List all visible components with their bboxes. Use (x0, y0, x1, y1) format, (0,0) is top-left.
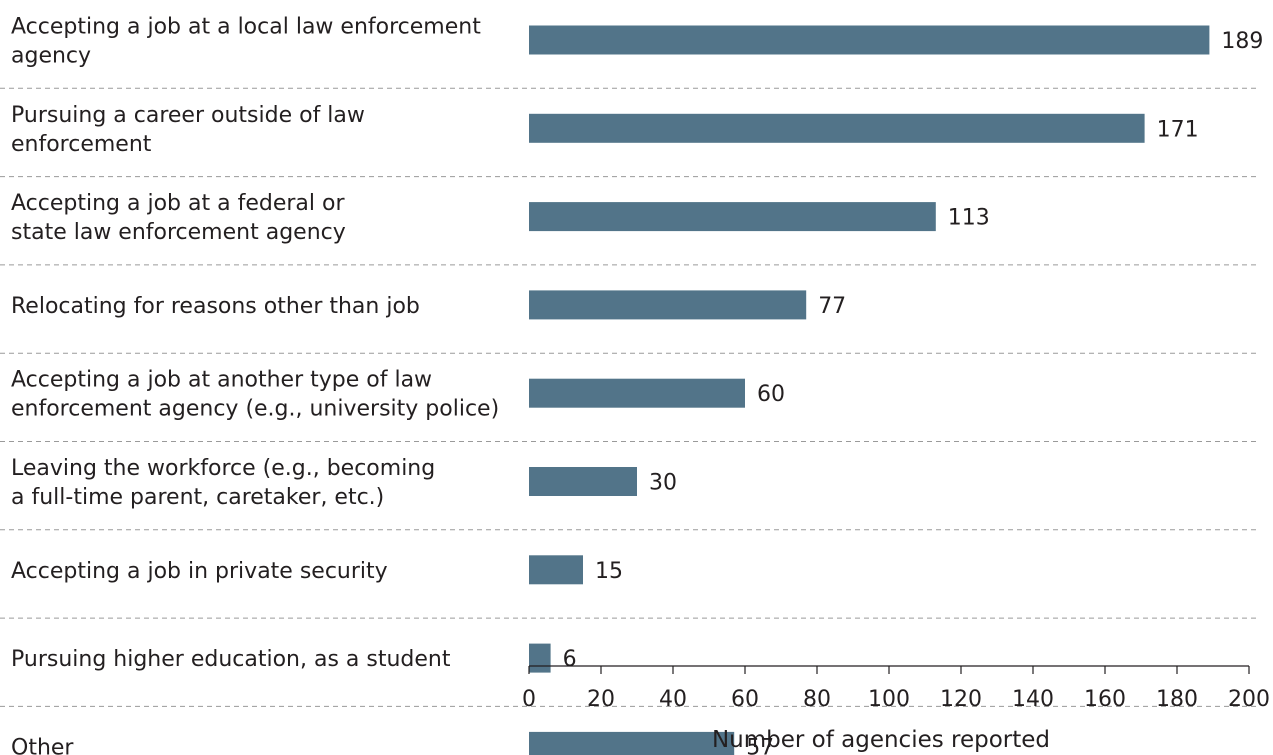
bar (529, 113, 1145, 143)
x-axis: 0 20 40 60 80 100 120 140 160 180 200 (522, 665, 1270, 712)
value-label: 57 (746, 735, 774, 755)
category-label-line: Accepting a job at a federal or (11, 191, 345, 216)
row-separators (0, 87, 1259, 707)
x-tick-label: 180 (1156, 687, 1198, 712)
category-label: Accepting a job at a federal or state law… (11, 191, 346, 245)
bar (529, 467, 637, 496)
value-label: 113 (948, 206, 990, 231)
category-label: Accepting a job in private security (11, 559, 388, 584)
bar (529, 25, 1210, 55)
bar (529, 378, 745, 408)
category-label: Accepting a job at another type of law en… (11, 368, 499, 422)
category-label: Pursuing a career outside of law enforcem… (11, 103, 365, 157)
category-label-line: Accepting a job in private security (11, 559, 388, 584)
category-label-line: Accepting a job at another type of law (11, 368, 432, 393)
bar (529, 643, 551, 673)
bar (529, 290, 807, 320)
value-label: 60 (757, 382, 785, 407)
bars (529, 25, 1210, 755)
category-label-line: Leaving the workforce (e.g., becoming (11, 456, 435, 481)
value-label: 15 (595, 559, 623, 584)
category-label-line: Pursuing higher education, as a student (11, 647, 451, 672)
category-label-line: Pursuing a career outside of law (11, 103, 365, 128)
x-tick-label: 40 (659, 687, 687, 712)
category-label-line: a full-time parent, caretaker, etc.) (11, 485, 384, 510)
category-label-line: agency (11, 44, 91, 69)
value-label: 171 (1157, 117, 1199, 142)
bar (529, 555, 583, 585)
x-tick-label: 0 (522, 687, 536, 712)
value-label: 30 (649, 471, 677, 496)
category-label: Accepting a job at a local law enforceme… (11, 15, 481, 69)
category-label-line: Accepting a job at a local law enforceme… (11, 15, 481, 40)
x-tick-label: 60 (731, 687, 759, 712)
x-axis-title: Number of agencies reported (712, 727, 1050, 753)
value-labels: 189 171 113 77 60 30 15 6 57 (563, 29, 1264, 755)
category-label-line: enforcement agency (e.g., university pol… (11, 397, 499, 422)
x-tick-label: 160 (1084, 687, 1126, 712)
category-label-line: enforcement (11, 132, 152, 157)
category-label-line: state law enforcement agency (11, 220, 346, 245)
bar (529, 202, 936, 232)
value-label: 189 (1221, 29, 1263, 54)
category-label: Pursuing higher education, as a student (11, 647, 451, 672)
category-label-line: Relocating for reasons other than job (11, 294, 420, 319)
category-label: Leaving the workforce (e.g., becoming a f… (11, 456, 435, 510)
x-tick-label: 140 (1012, 687, 1054, 712)
value-label: 6 (563, 647, 577, 672)
x-tick-label: 100 (868, 687, 910, 712)
category-labels: Accepting a job at a local law enforceme… (11, 15, 499, 755)
category-label: Relocating for reasons other than job (11, 294, 420, 319)
category-label-line: Other (11, 735, 74, 755)
x-tick-label: 200 (1228, 687, 1270, 712)
category-label: Other (11, 735, 74, 755)
bar (529, 731, 735, 755)
x-tick-label: 120 (940, 687, 982, 712)
x-tick-label: 20 (587, 687, 615, 712)
x-tick-label: 80 (803, 687, 831, 712)
value-label: 77 (818, 294, 846, 319)
